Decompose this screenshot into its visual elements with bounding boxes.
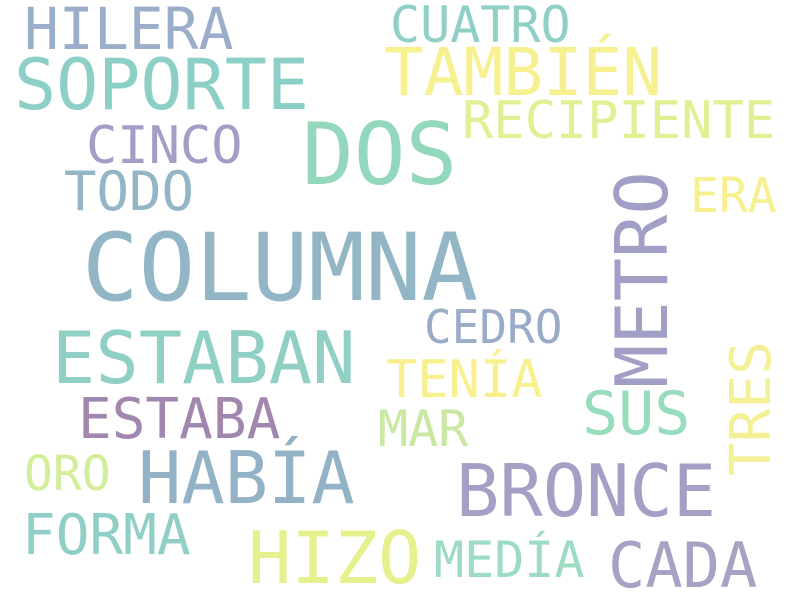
word-mar: MAR xyxy=(378,400,469,458)
word-todo: TODO xyxy=(64,160,195,223)
word-columna: COLUMNA xyxy=(82,214,479,323)
word-cuatro: CUATRO xyxy=(390,0,571,54)
word-hilera: HILERA xyxy=(24,0,234,63)
word-oro: ORO xyxy=(24,446,111,502)
word-media: MEDÍA xyxy=(434,531,585,589)
word-era: ERA xyxy=(690,168,777,224)
word-estaban: ESTABAN xyxy=(52,316,356,400)
word-cinco: CINCO xyxy=(86,116,243,176)
word-forma: FORMA xyxy=(22,503,191,568)
word-dos: DOS xyxy=(302,105,458,205)
word-estaba: ESTABA xyxy=(78,387,281,452)
word-hizo: HIZO xyxy=(248,516,422,600)
word-bronce: BRONCE xyxy=(456,449,717,533)
word-recipiente: RECIPIENTE xyxy=(462,91,776,151)
word-sus: SUS xyxy=(582,379,691,449)
word-tres: TRES xyxy=(719,341,784,476)
word-tambien: TAMBIÉN xyxy=(384,34,663,111)
word-habia: HABÍA xyxy=(138,436,355,520)
word-cedro: CEDRO xyxy=(424,300,563,354)
word-tenia: TENÍA xyxy=(386,350,543,410)
word-cada: CADA xyxy=(608,529,758,602)
word-soporte: SOPORTE xyxy=(14,44,310,126)
word-metro: METRO xyxy=(600,171,684,388)
